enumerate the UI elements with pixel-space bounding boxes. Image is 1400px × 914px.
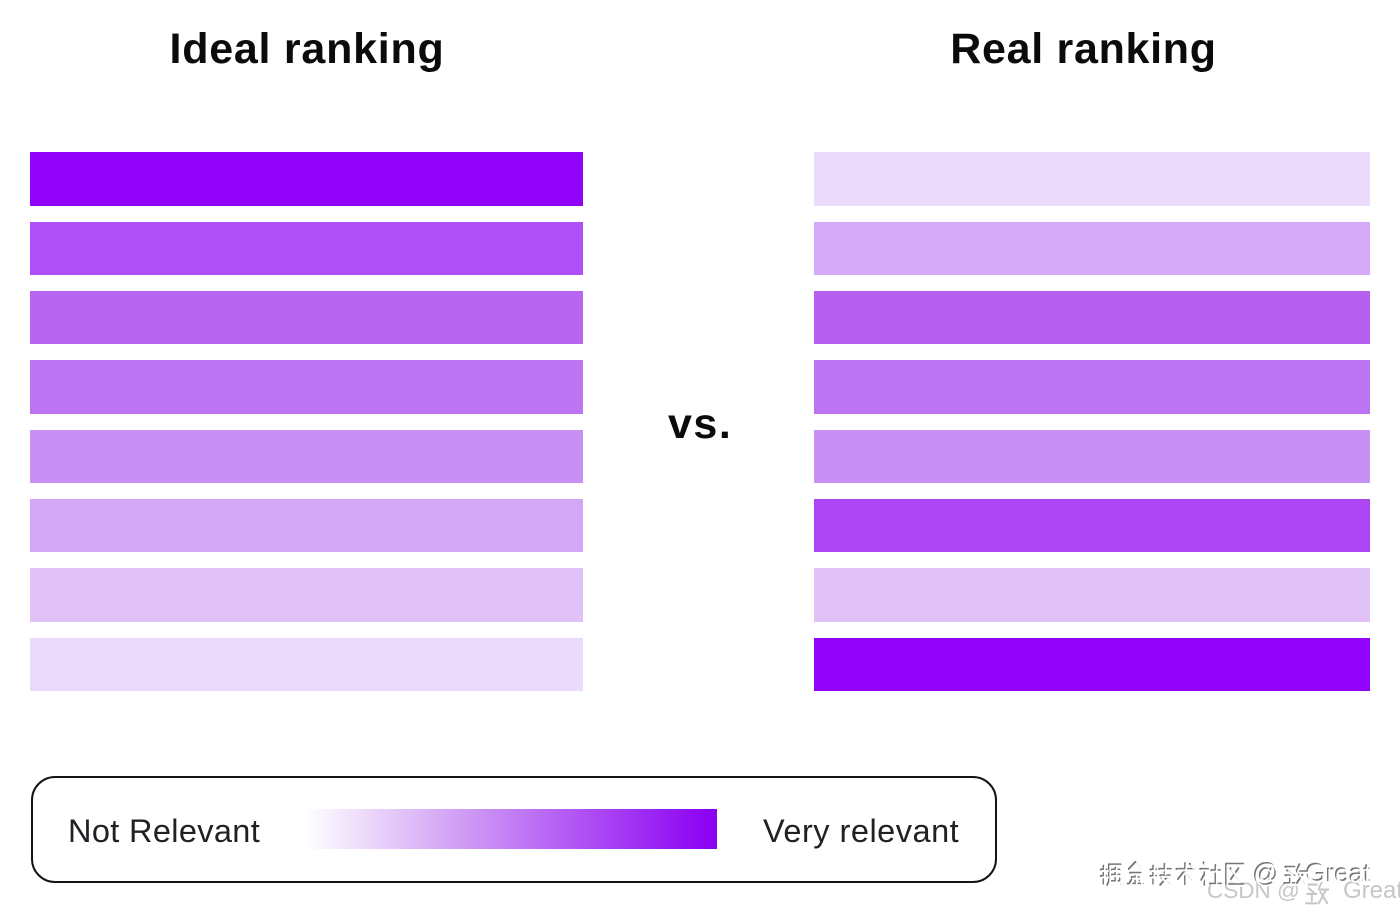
svg-text:@: @ [1253,859,1279,889]
svg-text:Great: Great [1306,859,1372,889]
svg-text:Great: Great [1343,877,1400,904]
svg-text:Great: Great [1305,858,1371,887]
svg-text:@: @ [1252,858,1278,887]
